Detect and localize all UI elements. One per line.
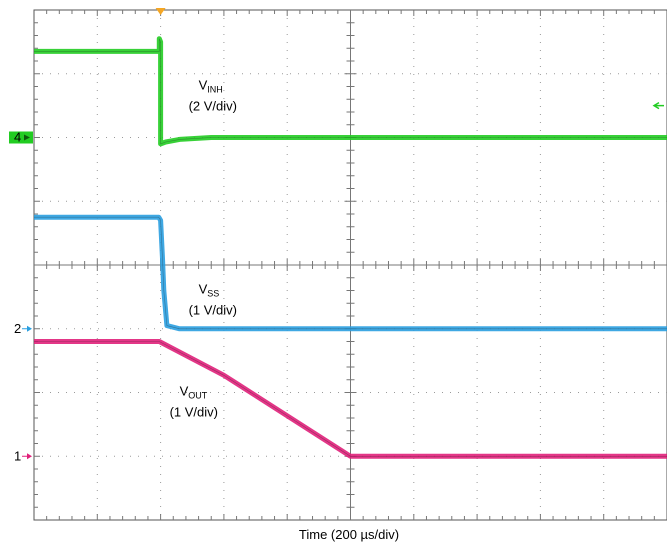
traces [34,36,667,459]
trace-name-inh: VINH [199,78,223,95]
trace-labels: VINH (2 V/div) VSS (1 V/div) VOUT (1 V/div) [170,78,237,420]
trace-ss [34,214,667,332]
trace-inh [34,36,667,147]
channel-1-arrowhead [27,453,32,460]
channel-4-label: 4 [14,130,21,145]
trace-name-ss: VSS [199,282,220,299]
channel-markers: 4 2 1 [9,8,664,463]
channel-4-arrow [24,134,30,141]
trace-scale-ss: (1 V/div) [189,303,237,318]
trace-out [34,339,667,459]
trace-name-out: VOUT [180,384,208,401]
channel-2-arrowhead [27,325,32,332]
channel-4-marker [9,131,33,144]
offscreen-marker-head [652,101,660,110]
trace-core-out [34,341,667,457]
grid [33,9,667,521]
trace-scale-out: (1 V/div) [170,405,218,420]
channel-1-label: 1 [14,448,21,463]
x-axis-label: Time (200 µs/div) [299,527,399,542]
channel-2-label: 2 [14,321,21,336]
trace-core-inh [34,38,667,145]
trigger-marker [155,8,166,15]
trace-scale-inh: (2 V/div) [189,99,237,114]
trace-core-ss [34,216,667,330]
